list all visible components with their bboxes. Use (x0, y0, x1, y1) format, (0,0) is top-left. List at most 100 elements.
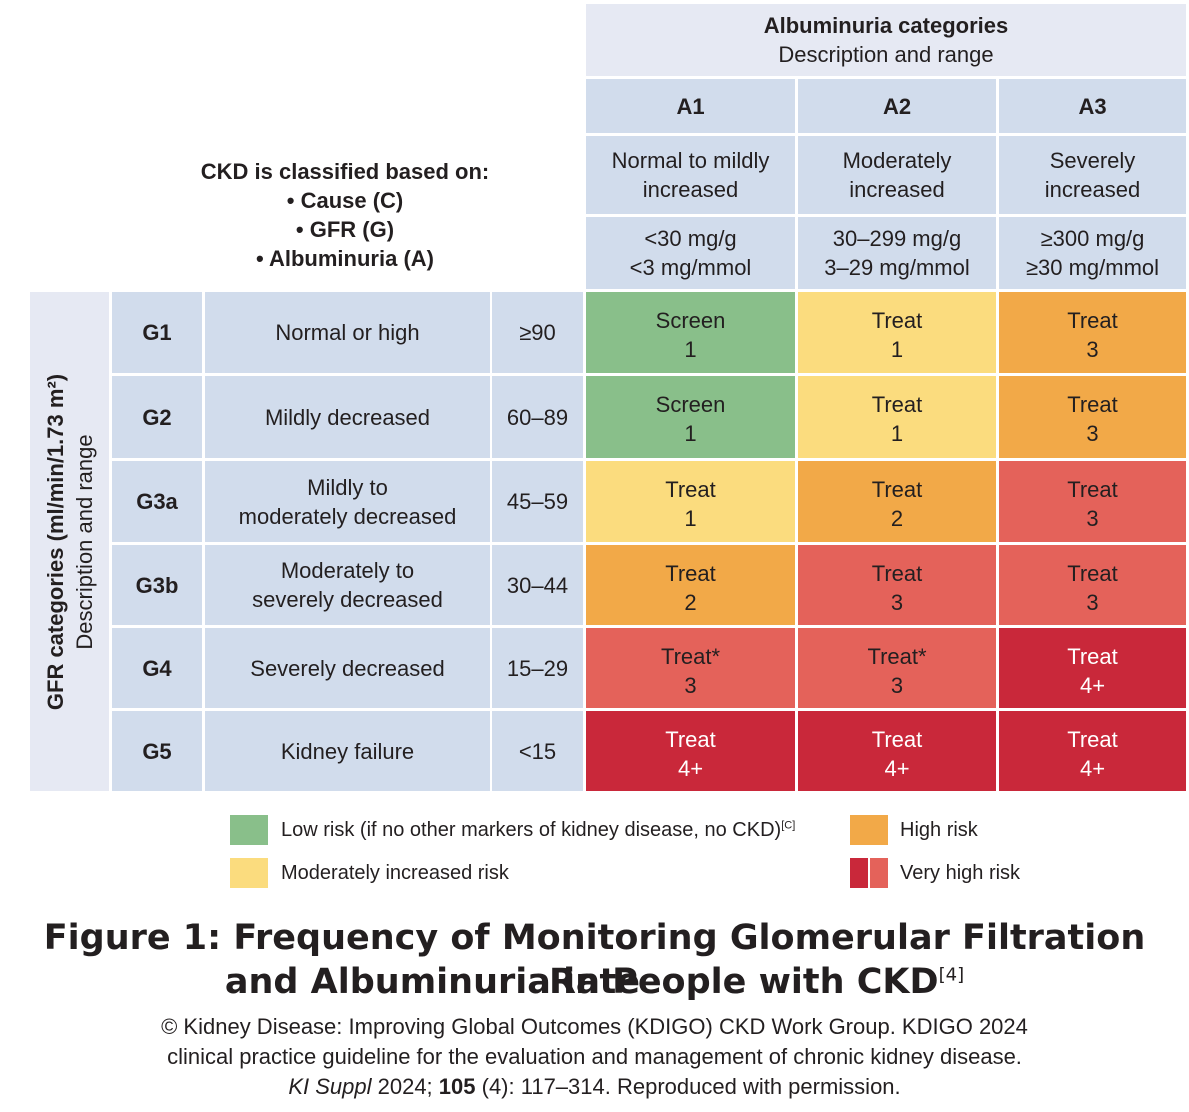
risk-cell-g1-a2: Treat 1 (798, 292, 996, 373)
column-range-a2-line1: 30–299 mg/g (832, 226, 962, 251)
column-range-a3-line2: ≥30 mg/mmol (1025, 255, 1160, 280)
source-journal: KI Suppl (288, 1074, 372, 1099)
risk-cell-text: 1 (684, 506, 697, 531)
risk-cell-text: Treat (1067, 477, 1118, 502)
risk-cell-g5-a1: Treat 4+ (586, 711, 795, 791)
gfr-row-range: 45–59 (492, 461, 583, 542)
column-desc-a1: Normal to mildly increased (586, 136, 795, 214)
legend-swatch-high-risk (850, 815, 888, 845)
column-range-a1-line2: <3 mg/mmol (629, 255, 752, 280)
column-range-a2: 30–299 mg/g 3–29 mg/mmol (798, 217, 996, 289)
risk-cell-text: Treat* (867, 644, 927, 669)
risk-cell-text: Treat (1067, 644, 1118, 669)
risk-cell-g2-a2: Treat 1 (798, 376, 996, 458)
figure-source-line1: © Kidney Disease: Improving Global Outco… (161, 1014, 1028, 1039)
column-desc-a2: Moderately increased (798, 136, 996, 214)
risk-cell-text: 3 (890, 673, 904, 698)
gfr-row-description: Mildly to moderately decreased (205, 461, 490, 542)
risk-cell-text: Treat (665, 477, 716, 502)
gfr-row-description-line: Normal or high (275, 320, 420, 345)
risk-cell-text: 4+ (1079, 673, 1106, 698)
column-desc-a2-line1: Moderately (842, 148, 952, 173)
gfr-categories-subtitle: Description and range (71, 433, 97, 650)
column-range-a2-line2: 3–29 mg/mmol (824, 255, 970, 280)
risk-cell-text: Treat (871, 727, 923, 752)
risk-cell-g3b-a3: Treat 3 (999, 545, 1186, 625)
legend-label-low-risk: Low risk (if no other markers of kidney … (281, 819, 796, 841)
classification-item-albuminuria: • Albuminuria (A) (256, 246, 434, 271)
risk-cell-text: 1 (684, 337, 697, 362)
risk-cell-g4-a1: Treat* 3 (586, 628, 795, 708)
risk-cell-text: 3 (1086, 506, 1099, 531)
gfr-row-description-line: Mildly decreased (264, 404, 431, 430)
gfr-row-description-line: Moderately to (280, 558, 415, 583)
column-desc-a1-line2: increased (642, 177, 739, 202)
gfr-row-description-line: Kidney failure (280, 738, 415, 764)
risk-cell-text: Treat (665, 561, 716, 586)
risk-cell-text: 4+ (1079, 756, 1106, 781)
risk-cell-text: Screen (655, 392, 726, 417)
risk-cell-g5-a3: Treat 4+ (999, 711, 1186, 791)
figure-title-reference: [4] (938, 964, 965, 986)
gfr-row-code: G2 (112, 376, 202, 458)
risk-cell-text: 3 (1086, 590, 1099, 615)
column-desc-a2-line2: increased (849, 177, 945, 202)
column-code-a1: A1 (586, 79, 795, 133)
column-desc-a3: Severely increased (999, 136, 1186, 214)
figure-source-line2: clinical practice guideline for the eval… (167, 1044, 1022, 1069)
risk-cell-g4-a3: Treat 4+ (999, 628, 1186, 708)
risk-cell-g2-a1: Screen 1 (586, 376, 795, 458)
risk-cell-text: 1 (890, 421, 904, 446)
albuminuria-categories-subtitle: Description and range (778, 42, 994, 67)
gfr-row-description-line: Severely decreased (250, 655, 445, 681)
risk-cell-text: Treat (871, 561, 923, 586)
column-range-a1-line1: <30 mg/g (644, 226, 737, 251)
risk-cell-text: 2 (684, 590, 697, 615)
risk-cell-g4-a2: Treat* 3 (798, 628, 996, 708)
risk-cell-g5-a2: Treat 4+ (798, 711, 996, 791)
classification-item-gfr: • GFR (G) (295, 217, 395, 242)
risk-cell-text: Treat (1067, 561, 1118, 586)
gfr-row-description: Normal or high (205, 292, 490, 373)
risk-cell-text: Treat (1067, 308, 1118, 333)
ckd-classification-block: CKD is classified based on: • Cause (C) … (110, 140, 580, 290)
legend-swatch-very-high-risk (850, 858, 888, 888)
column-code-a3: A3 (999, 79, 1186, 133)
gfr-row-code: G5 (112, 711, 202, 791)
risk-cell-text: 3 (1086, 337, 1099, 362)
risk-cell-text: 4+ (677, 756, 704, 781)
column-desc-a1-line1: Normal to mildly (611, 148, 770, 173)
figure-title-line2: and Albuminuria in People with CKD[4] (224, 962, 965, 1002)
gfr-categories-title: GFR categories (ml/min/1.73 m²) (42, 373, 68, 710)
legend-label-very-high-risk: Very high risk (900, 862, 1021, 884)
risk-cell-text: 1 (684, 421, 697, 446)
legend-swatch-low-risk (230, 815, 268, 845)
legend-swatch-moderate-risk (230, 858, 268, 888)
risk-cell-text: Treat (871, 308, 923, 333)
risk-cell-text: Treat (1067, 727, 1118, 752)
figure-source-line3: KI Suppl 2024; 105 (4): 117–314. Reprodu… (288, 1074, 901, 1099)
column-range-a3-line1: ≥300 mg/g (1040, 226, 1145, 251)
gfr-row-description: Mildly decreased (205, 376, 490, 458)
risk-cell-g2-a3: Treat 3 (999, 376, 1186, 458)
column-desc-a3-line1: Severely (1049, 148, 1136, 173)
risk-cell-text: Screen (655, 308, 726, 333)
risk-cell-text: Treat (1067, 392, 1118, 417)
risk-cell-g1-a3: Treat 3 (999, 292, 1186, 373)
risk-cell-g3b-a2: Treat 3 (798, 545, 996, 625)
risk-cell-text: Treat (871, 477, 923, 502)
risk-cell-text: Treat (871, 392, 923, 417)
risk-cell-text: 3 (890, 590, 904, 615)
source-volume: 105 (438, 1074, 476, 1099)
gfr-row-range: <15 (492, 711, 583, 791)
risk-cell-text: 1 (890, 337, 904, 362)
legend-label-moderate-risk: Moderately increased risk (281, 862, 509, 884)
column-range-a3: ≥300 mg/g ≥30 mg/mmol (999, 217, 1186, 289)
risk-cell-text: 2 (890, 506, 904, 531)
classification-heading: CKD is classified based on: (200, 159, 490, 184)
legend-label-high-risk: High risk (900, 819, 978, 841)
risk-cell-text: Treat (665, 727, 716, 752)
gfr-row-description-line: moderately decreased (238, 503, 457, 529)
albuminuria-categories-header: Albuminuria categories Description and r… (586, 4, 1186, 76)
gfr-row-code: G3a (112, 461, 202, 542)
